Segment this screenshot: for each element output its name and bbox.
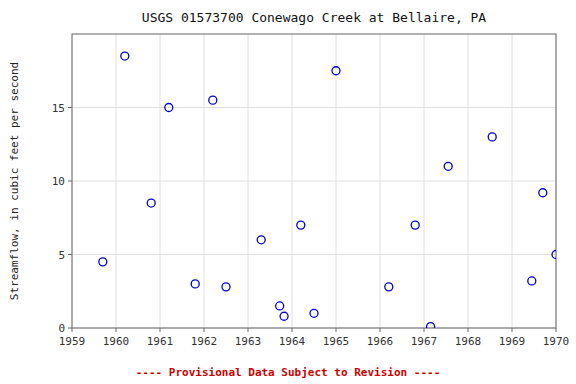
grid-line <box>72 107 556 108</box>
y-tick-label: 10 <box>52 175 65 188</box>
x-tick-label: 1961 <box>147 335 174 348</box>
point <box>165 104 173 112</box>
x-tick <box>116 328 117 332</box>
x-tick-label: 1963 <box>235 335 262 348</box>
y-axis-label: Streamflow, in cubic feet per second <box>8 62 21 300</box>
x-tick-label: 1966 <box>367 335 394 348</box>
x-tick <box>292 328 293 332</box>
x-tick <box>468 328 469 332</box>
point <box>191 280 199 288</box>
point <box>488 133 496 141</box>
x-tick-label: 1965 <box>323 335 350 348</box>
x-tick <box>556 328 557 332</box>
x-tick-label: 1968 <box>455 335 482 348</box>
x-tick <box>204 328 205 332</box>
x-tick <box>248 328 249 332</box>
grid-line <box>72 254 556 255</box>
x-tick-label: 1962 <box>191 335 218 348</box>
point <box>147 199 155 207</box>
y-tick <box>68 254 72 255</box>
x-tick <box>160 328 161 332</box>
y-tick <box>68 107 72 108</box>
x-tick-label: 1964 <box>279 335 306 348</box>
axes: 1959 1960 1961 1962 1963 1964 1965 1966 1967 1968… <box>52 102 570 349</box>
x-tick <box>72 328 73 332</box>
x-tick-label: 1959 <box>59 335 86 348</box>
y-tick <box>68 328 72 329</box>
title: USGS 01573700 Conewago Creek at Bellaire… <box>142 10 487 25</box>
point <box>222 283 230 291</box>
point <box>411 221 419 229</box>
x-tick-label: 1970 <box>543 335 570 348</box>
point <box>552 251 556 259</box>
x-tick <box>336 328 337 332</box>
point <box>121 52 129 60</box>
plot-frame <box>72 34 556 328</box>
y-tick-label: 0 <box>58 322 65 335</box>
grid <box>72 34 556 328</box>
point <box>280 312 288 320</box>
x-tick <box>424 328 425 332</box>
x-tick-label: 1969 <box>499 335 526 348</box>
x-tick <box>380 328 381 332</box>
x-tick-label: 1960 <box>103 335 130 348</box>
footnote: ---- Provisional Data Subject to Revisio… <box>136 366 441 379</box>
x-tick <box>512 328 513 332</box>
point <box>310 309 318 317</box>
y-tick-label: 15 <box>52 102 65 115</box>
point <box>257 236 265 244</box>
point <box>276 302 284 310</box>
point <box>385 283 393 291</box>
grid-line <box>72 181 556 182</box>
point <box>528 277 536 285</box>
point <box>99 258 107 266</box>
y-tick <box>68 181 72 182</box>
y-tick-label: 5 <box>58 249 65 262</box>
point <box>332 67 340 75</box>
point <box>297 221 305 229</box>
x-tick-label: 1967 <box>411 335 438 348</box>
chart: 1959 1960 1961 1962 1963 1964 1965 1966 1967 1968… <box>0 0 576 384</box>
points <box>99 52 556 328</box>
point <box>444 162 452 170</box>
chart-container: 1959 1960 1961 1962 1963 1964 1965 1966 1967 1968… <box>0 0 576 384</box>
point <box>427 323 435 328</box>
point <box>209 96 217 104</box>
point <box>539 189 547 197</box>
